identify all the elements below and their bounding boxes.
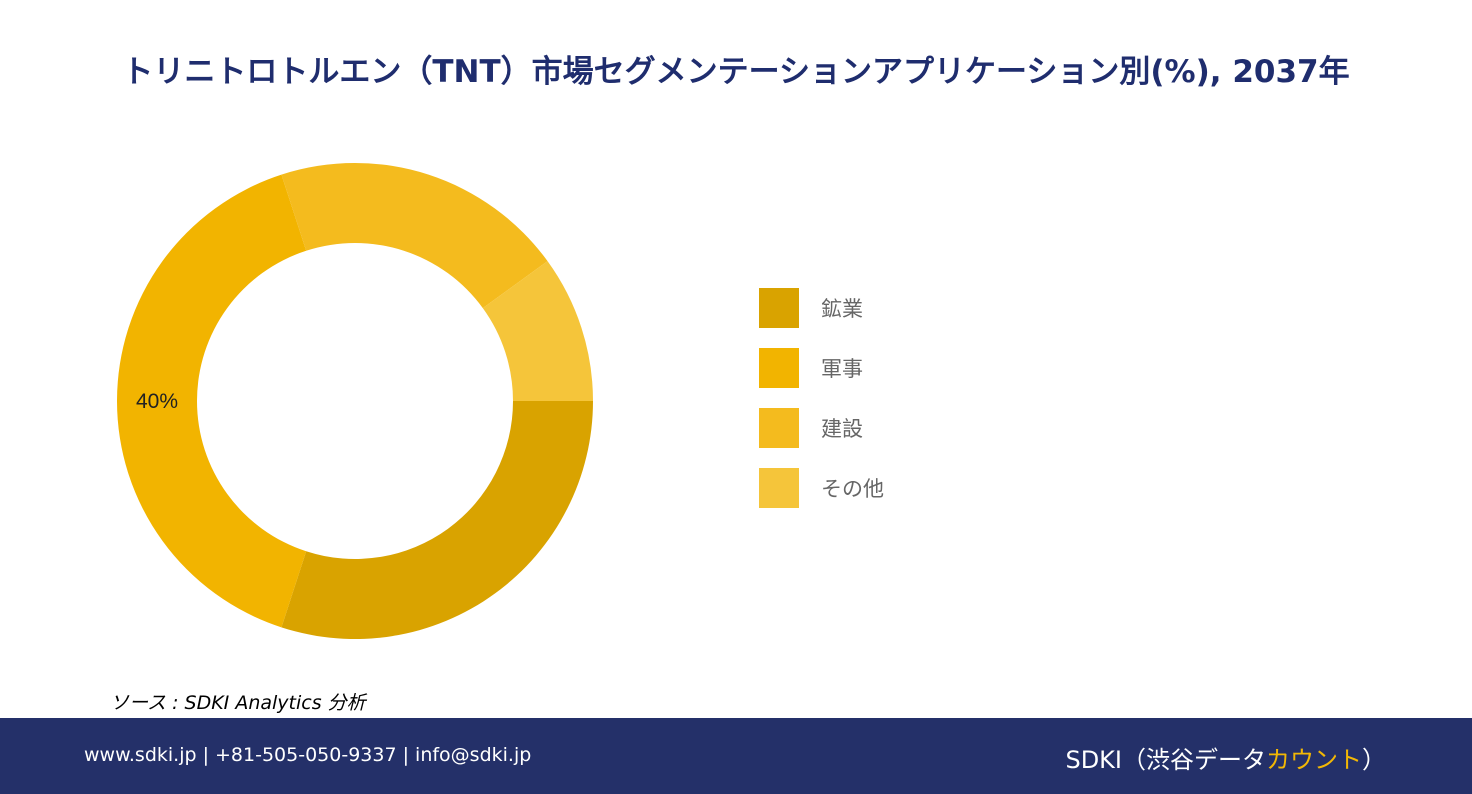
- chart-legend: 鉱業 軍事 建設 その他: [759, 288, 884, 528]
- brand-prefix: SDKI（渋谷データ: [1065, 746, 1266, 774]
- data-label-military: 40%: [136, 390, 178, 413]
- legend-item-construction[interactable]: 建設: [759, 408, 884, 448]
- legend-item-military[interactable]: 軍事: [759, 348, 884, 388]
- donut-slice-military[interactable]: [117, 174, 307, 628]
- legend-label-others: その他: [821, 477, 884, 501]
- chart-title: トリニトロトルエン（TNT）市場セグメンテーションアプリケーション別(%), 2…: [122, 54, 1350, 90]
- donut-labels: 40%: [136, 390, 178, 413]
- footer-contact: www.sdki.jp | +81-505-050-9337 | info@sd…: [84, 744, 532, 766]
- legend-swatch-construction: [759, 408, 799, 448]
- donut-slice-construction[interactable]: [281, 163, 548, 309]
- legend-swatch-mining: [759, 288, 799, 328]
- brand-suffix: ）: [1362, 746, 1386, 774]
- brand-accent: カウント: [1266, 746, 1362, 774]
- donut-slice-mining[interactable]: [281, 401, 593, 639]
- footer-brand: SDKI（渋谷データカウント）: [1065, 740, 1386, 775]
- legend-swatch-military: [759, 348, 799, 388]
- donut-slice-others[interactable]: [482, 261, 593, 401]
- legend-swatch-others: [759, 468, 799, 508]
- legend-item-mining[interactable]: 鉱業: [759, 288, 884, 328]
- footer-bar: www.sdki.jp | +81-505-050-9337 | info@sd…: [0, 718, 1472, 794]
- donut-slices: [117, 163, 593, 639]
- source-note: ソース : SDKI Analytics 分析: [110, 692, 366, 714]
- legend-label-military: 軍事: [821, 357, 863, 381]
- legend-label-mining: 鉱業: [821, 297, 863, 321]
- legend-item-others[interactable]: その他: [759, 468, 884, 508]
- legend-label-construction: 建設: [821, 417, 863, 441]
